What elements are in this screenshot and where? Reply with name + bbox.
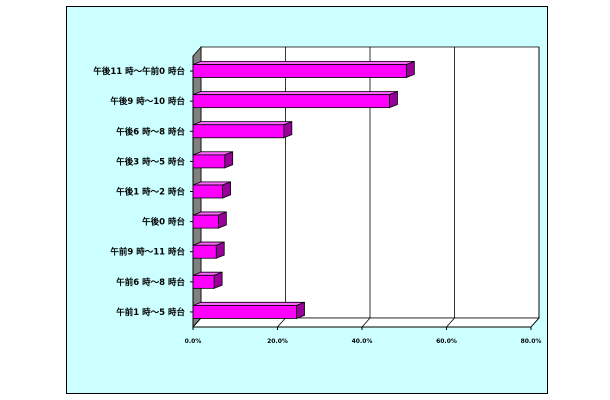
bar-side-face: [224, 151, 234, 169]
bar: [192, 154, 226, 169]
category-label: 午後6 時～8 時台: [116, 126, 185, 137]
bar-side-face: [283, 121, 293, 139]
bar: [192, 244, 217, 259]
bar-top-face: [192, 91, 398, 96]
category-label: 午前9 時～11 時台: [110, 247, 185, 258]
category-label: 午前6 時～8 時台: [116, 277, 185, 288]
category-label: 午後1 時～2 時台: [116, 187, 185, 198]
bar-side-face: [213, 271, 223, 289]
bar: [192, 64, 407, 78]
category-label: 午後11 時～午前0 時台: [93, 66, 185, 77]
floor-gridline: [361, 317, 371, 328]
bar-side-face: [215, 241, 225, 259]
floor-gridline: [446, 317, 455, 328]
bar-side-face: [389, 90, 398, 109]
bar-side-face: [296, 301, 305, 320]
x-tick-label: 60.0%: [436, 338, 457, 345]
bar-side-face: [222, 181, 231, 199]
bar-top-face: [192, 301, 305, 306]
bar: [192, 214, 219, 229]
bar-top-face: [192, 61, 415, 65]
x-tick-label: 0.0%: [185, 338, 202, 345]
floor-gridline: [277, 317, 286, 328]
bar: [192, 124, 285, 139]
x-tick-label: 40.0%: [352, 338, 373, 345]
floor-gridline: [192, 317, 202, 328]
category-label: 午後3 時～5 時台: [116, 156, 185, 167]
bar-side-face: [405, 60, 415, 79]
bar: [192, 184, 223, 199]
bar: [192, 305, 297, 319]
floor-gridline: [530, 317, 540, 328]
category-label: 午後0 時台: [142, 217, 185, 228]
bar-side-face: [217, 211, 227, 229]
bar: [192, 274, 215, 289]
x-tick-label: 20.0%: [267, 338, 288, 345]
bar: [192, 94, 390, 109]
x-tick-label: 80.0%: [521, 338, 542, 345]
bar-top-face: [192, 121, 292, 126]
category-label: 午前1 時～5 時台: [116, 307, 185, 318]
category-label: 午後9 時～10 時台: [110, 96, 185, 107]
